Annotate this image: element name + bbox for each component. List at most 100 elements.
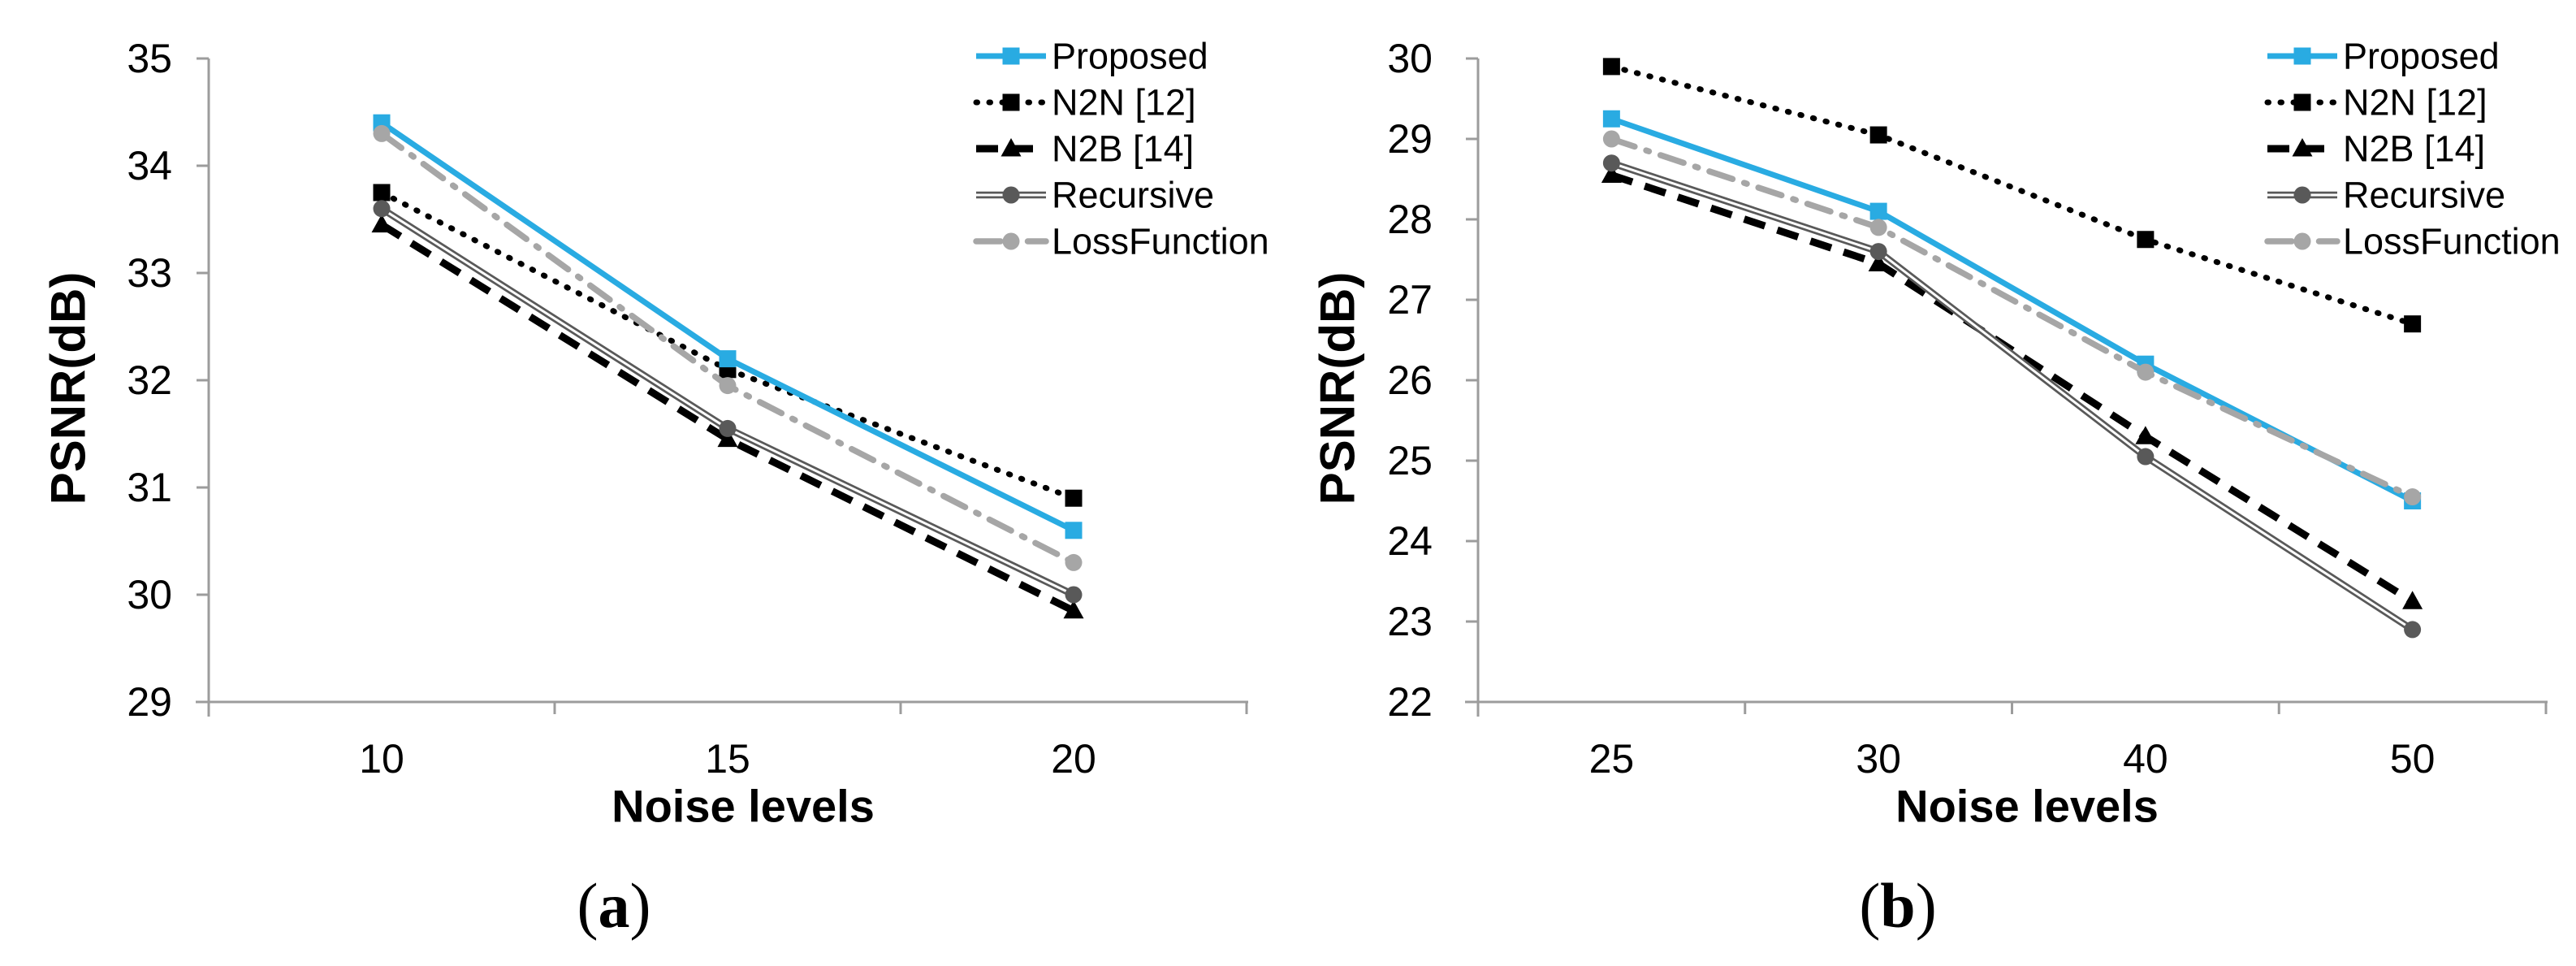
legend-label: N2B [14] xyxy=(2343,128,2485,170)
y-tick-label: 29 xyxy=(127,679,172,725)
triangle-marker xyxy=(2292,138,2313,157)
y-tick-label: 29 xyxy=(1387,116,1433,162)
triangle-marker xyxy=(1868,253,1889,271)
legend-label: N2B [14] xyxy=(1052,128,1194,170)
x-tick-label: 40 xyxy=(2123,736,2168,782)
series-recursive xyxy=(373,200,1083,604)
y-tick-label: 24 xyxy=(1387,518,1433,564)
square-marker xyxy=(1002,47,1020,65)
legend-label: LossFunction xyxy=(1052,221,1269,262)
legend: Proposed N2N [12] N2B [14] Recursive LossFun… xyxy=(973,36,1269,262)
y-tick-label: 25 xyxy=(1387,438,1433,483)
y-tick-label: 27 xyxy=(1387,277,1433,323)
circle-marker xyxy=(1065,553,1083,571)
circle-marker xyxy=(1065,586,1083,604)
triangle-marker xyxy=(717,428,738,448)
x-tick-label: 10 xyxy=(359,736,404,782)
x-tick-label: 50 xyxy=(2390,736,2436,782)
legend-item-proposed: Proposed xyxy=(2267,36,2500,77)
circle-marker xyxy=(2137,363,2155,381)
y-tick-label: 26 xyxy=(1387,357,1433,403)
x-tick-label: 15 xyxy=(705,736,750,782)
y-tick-label: 31 xyxy=(127,465,172,510)
legend-item-n2b-14: N2B [14] xyxy=(2267,128,2485,170)
legend-label: Proposed xyxy=(2343,36,2500,77)
square-marker xyxy=(1602,58,1620,76)
circle-marker xyxy=(2404,488,2422,506)
circle-marker xyxy=(2404,621,2422,639)
series-n2b-14 xyxy=(371,214,1084,619)
legend-label: Recursive xyxy=(2343,175,2505,216)
triangle-marker xyxy=(2402,591,2423,609)
y-tick-label: 34 xyxy=(127,143,172,188)
circle-marker xyxy=(2137,448,2155,466)
legend-item-n2n-12: N2N [12] xyxy=(2264,82,2487,123)
x-tick-label: 20 xyxy=(1051,736,1096,782)
y-axis-title: PSNR(dB) xyxy=(1311,272,1365,505)
square-marker xyxy=(1869,202,1887,220)
circle-marker xyxy=(373,124,391,142)
square-marker xyxy=(2293,47,2311,65)
series-line-n2n-12 xyxy=(1608,63,2416,327)
series-line-lossfunction xyxy=(1608,136,2416,500)
circle-marker xyxy=(1869,243,1887,261)
y-tick-label: 33 xyxy=(127,250,172,296)
y-tick-label: 30 xyxy=(1387,36,1433,81)
y-tick-label: 28 xyxy=(1387,197,1433,242)
square-marker xyxy=(2293,93,2311,111)
triangle-marker xyxy=(371,214,392,233)
square-marker xyxy=(2404,315,2422,333)
square-marker xyxy=(719,350,737,368)
circle-marker xyxy=(1602,154,1620,172)
legend-item-recursive: Recursive xyxy=(2267,175,2505,216)
chart-a: 29 30 31 32 33 34 35 10 15 20 Noise levels PSNR(dB)… xyxy=(41,36,1269,941)
legend-label: N2N [12] xyxy=(1052,82,1196,123)
legend-label: N2N [12] xyxy=(2343,82,2487,123)
legend-item-lossfunction: LossFunction xyxy=(973,221,1269,262)
y-tick-label: 32 xyxy=(127,357,172,403)
x-axis-title: Noise levels xyxy=(612,781,875,832)
square-marker xyxy=(373,184,391,201)
triangle-marker xyxy=(1001,138,1022,157)
y-tick-label: 35 xyxy=(127,36,172,81)
legend-item-lossfunction: LossFunction xyxy=(2264,221,2561,262)
series-lossfunction xyxy=(373,124,1083,571)
circle-marker xyxy=(373,200,391,218)
y-tick-label: 30 xyxy=(127,572,172,617)
caption-b: (b) xyxy=(1859,870,1936,941)
circle-marker xyxy=(1002,186,1020,204)
series-line-n2b-14 xyxy=(379,221,1075,614)
y-tick-label: 22 xyxy=(1387,679,1433,725)
legend-item-recursive: Recursive xyxy=(976,175,1214,216)
x-tick-label: 30 xyxy=(1856,736,1901,782)
legend-item-proposed: Proposed xyxy=(976,36,1208,77)
circle-marker xyxy=(719,419,737,437)
chart-b: 22 23 24 25 26 27 28 29 30 25 30 40 50 Noise levels PS… xyxy=(1311,36,2561,941)
series-lossfunction xyxy=(1602,130,2422,506)
circle-marker xyxy=(2293,232,2311,250)
square-marker xyxy=(1602,110,1620,128)
legend-label: LossFunction xyxy=(2343,221,2561,262)
triangle-marker xyxy=(2135,426,2156,444)
legend-item-n2n-12: N2N [12] xyxy=(973,82,1196,123)
triangle-marker xyxy=(1601,164,1622,184)
legend: Proposed N2N [12] N2B [14] Recursive LossFun… xyxy=(2264,36,2561,262)
triangle-marker xyxy=(1063,600,1084,619)
series-n2n-12 xyxy=(1602,58,2422,333)
y-axis-title: PSNR(dB) xyxy=(41,272,96,505)
circle-marker xyxy=(2293,186,2311,204)
square-marker xyxy=(1065,522,1083,539)
legend-item-n2b-14: N2B [14] xyxy=(976,128,1194,170)
series-recursive xyxy=(1602,154,2422,639)
square-marker xyxy=(2137,231,2155,249)
series-proposed xyxy=(373,114,1083,539)
legend-label: Proposed xyxy=(1052,36,1208,77)
circle-marker xyxy=(1002,232,1020,250)
x-axis-title: Noise levels xyxy=(1895,781,2159,832)
square-marker xyxy=(1869,126,1887,144)
series-line-recursive-inner xyxy=(1610,162,2414,631)
x-tick-label: 25 xyxy=(1589,736,1635,782)
